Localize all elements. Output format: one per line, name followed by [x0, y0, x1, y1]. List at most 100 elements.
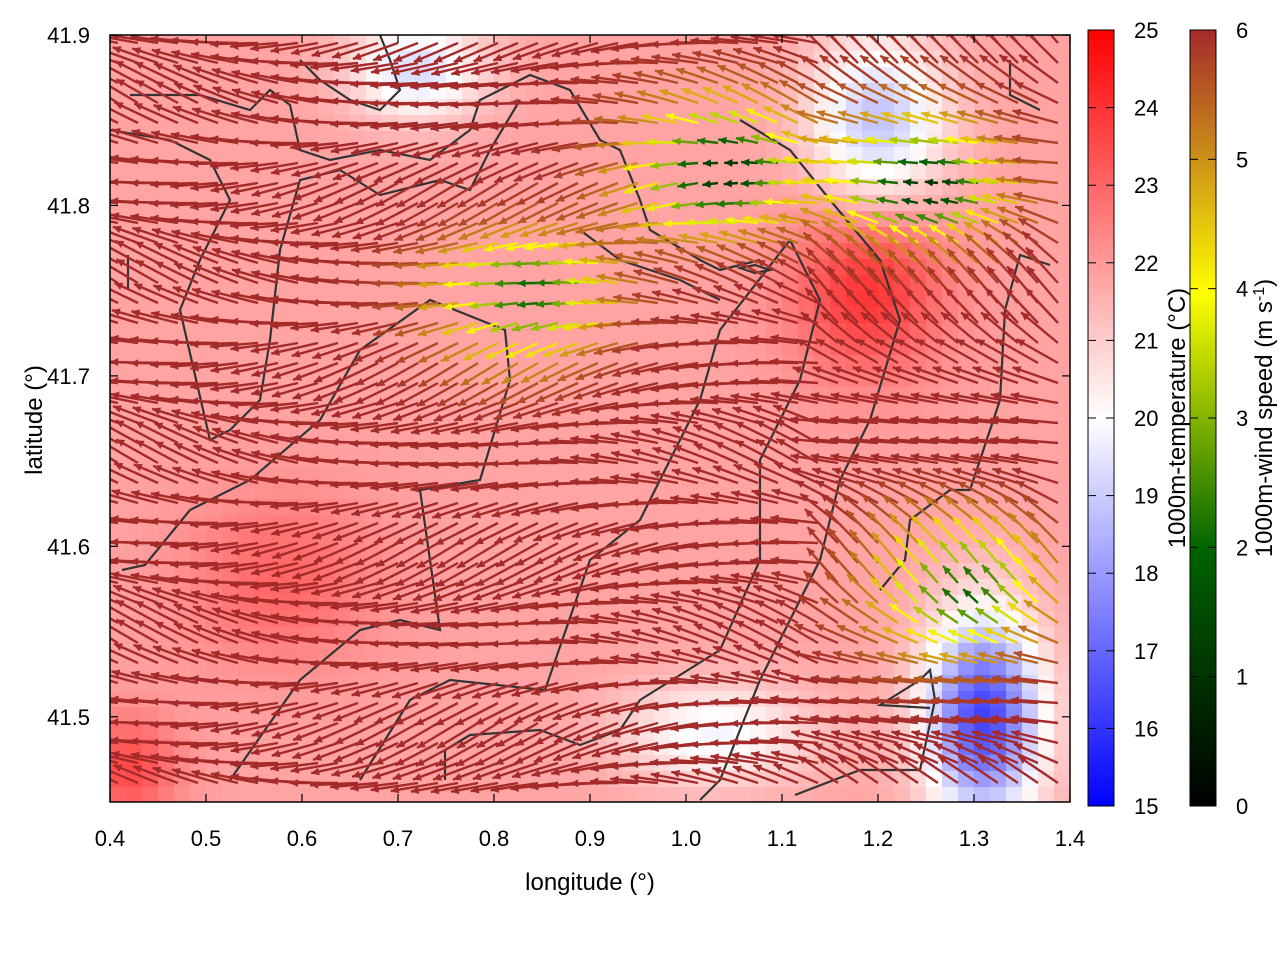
- temperature-cell: [766, 499, 783, 516]
- temperature-cell: [542, 355, 559, 372]
- temperature-cell: [190, 115, 207, 132]
- temperature-cell: [110, 531, 127, 548]
- temperature-cell: [718, 563, 735, 580]
- temperature-cell: [494, 179, 511, 196]
- temperature-cell: [542, 563, 559, 580]
- temperature-cell: [654, 659, 671, 676]
- temperature-cell: [1022, 627, 1039, 644]
- temperature-cell: [910, 195, 927, 212]
- temperature-cell: [1054, 51, 1070, 68]
- wind-arrow-head: [92, 127, 101, 134]
- temperature-cell: [254, 483, 271, 500]
- temperature-cell: [686, 147, 703, 164]
- temperature-cell: [158, 659, 175, 676]
- temperature-cell: [526, 83, 543, 100]
- temperature-cell: [510, 355, 527, 372]
- temperature-cell: [782, 371, 799, 388]
- temperature-cell: [158, 499, 175, 516]
- temperature-cell: [1038, 531, 1055, 548]
- temperature-cell: [590, 355, 607, 372]
- temperature-cell: [942, 563, 959, 580]
- temperature-cell: [222, 147, 239, 164]
- temperature-cell: [846, 115, 863, 132]
- temperature-cell: [974, 163, 991, 180]
- temperature-cell: [142, 115, 159, 132]
- temperature-cell: [894, 243, 911, 260]
- temperature-cell: [558, 643, 575, 660]
- temperature-cell: [1006, 115, 1023, 132]
- temperature-cell: [1022, 691, 1039, 708]
- temperature-cell: [126, 547, 143, 564]
- temperature-cell: [926, 499, 943, 516]
- temperature-cell: [878, 595, 895, 612]
- temperature-cell: [1038, 595, 1055, 612]
- temperature-cell: [846, 67, 863, 84]
- temperature-cell: [766, 707, 783, 724]
- temperature-cell: [1054, 195, 1070, 212]
- temperature-cell: [670, 211, 687, 228]
- temperature-cell: [190, 483, 207, 500]
- wind-arrow-head: [827, 7, 835, 16]
- wind-arrow-head: [90, 334, 99, 342]
- temperature-cell: [910, 403, 927, 420]
- temperature-cell: [702, 163, 719, 180]
- temperature-cell: [718, 787, 735, 802]
- temperature-cell: [942, 595, 959, 612]
- temperature-cell: [830, 787, 847, 802]
- temperature-cell: [750, 787, 767, 802]
- temperature-cell: [942, 323, 959, 340]
- temperature-cell: [894, 35, 911, 52]
- temperature-cell: [446, 35, 463, 52]
- temperature-cell: [206, 499, 223, 516]
- temperature-cell: [110, 323, 127, 340]
- temperature-cell: [286, 307, 303, 324]
- temperature-cell: [654, 147, 671, 164]
- temperature-cell: [942, 147, 959, 164]
- temperature-cell: [734, 99, 751, 116]
- temperature-cell: [1054, 83, 1070, 100]
- temperature-cell: [830, 51, 847, 68]
- temperature-cell: [878, 131, 895, 148]
- temperature-cell: [638, 323, 655, 340]
- temperature-cell: [686, 563, 703, 580]
- temperature-cell: [510, 83, 527, 100]
- temperature-cell: [766, 611, 783, 628]
- temperature-cell: [430, 627, 447, 644]
- temperature-cell: [1054, 435, 1070, 452]
- temperature-cell: [478, 643, 495, 660]
- temperature-cell: [302, 83, 319, 100]
- temperature-cell: [270, 483, 287, 500]
- temperature-cell: [574, 131, 591, 148]
- temperature-cell: [430, 195, 447, 212]
- temperature-cell: [1038, 659, 1055, 676]
- wind-arrow-head: [96, 420, 105, 427]
- temperature-cell: [190, 547, 207, 564]
- temperature-cell: [686, 211, 703, 228]
- temperature-cell: [574, 147, 591, 164]
- temperature-cell: [414, 467, 431, 484]
- temperature-cell: [686, 787, 703, 802]
- wind-arrow-head: [96, 60, 105, 67]
- temperature-cell: [174, 787, 191, 802]
- temperature-cell: [110, 371, 127, 388]
- temperature-cell: [382, 259, 399, 276]
- temperature-cell: [878, 275, 895, 292]
- temperature-cell: [830, 147, 847, 164]
- temperature-cell: [158, 787, 175, 802]
- temperature-cell: [622, 483, 639, 500]
- temperature-cell: [126, 787, 143, 802]
- temperature-cell: [238, 707, 255, 724]
- temperature-cell: [750, 163, 767, 180]
- temperature-cell: [270, 787, 287, 802]
- temperature-cell: [158, 563, 175, 580]
- temperature-cell: [622, 787, 639, 802]
- temperature-cell: [302, 515, 319, 532]
- temperature-cell: [1054, 355, 1070, 372]
- temperature-cell: [126, 371, 143, 388]
- temperature-cell: [702, 547, 719, 564]
- temperature-cell: [174, 547, 191, 564]
- temperature-cell: [302, 307, 319, 324]
- temperature-cell: [670, 163, 687, 180]
- temperature-cell: [862, 563, 879, 580]
- temperature-cell: [302, 483, 319, 500]
